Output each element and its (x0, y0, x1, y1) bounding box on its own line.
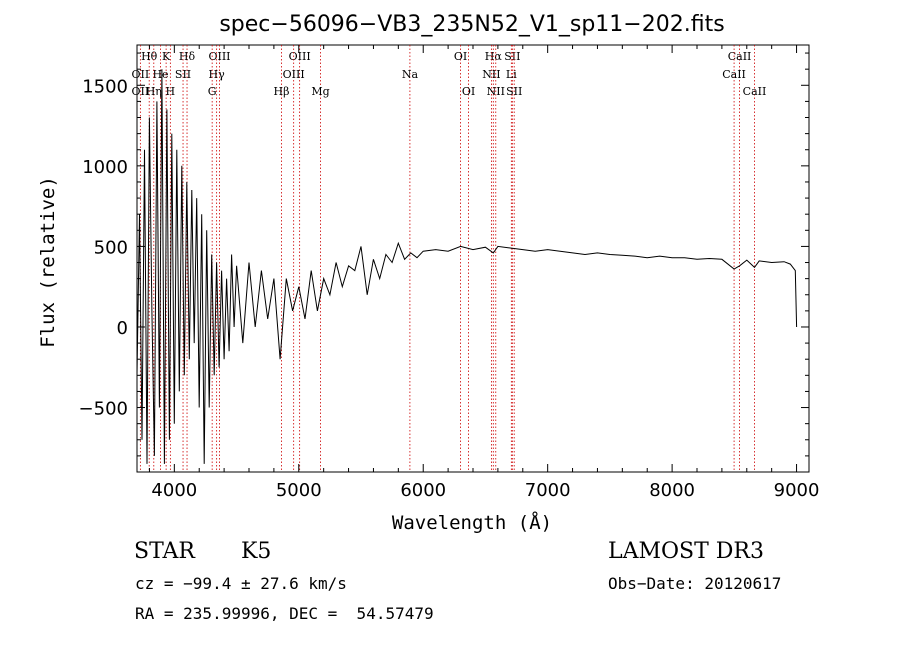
x-tick-label-4000: 4000 (151, 480, 197, 501)
y-tick-label-500: 500 (94, 237, 128, 258)
y-tick-label-0: 0 (117, 318, 128, 339)
class-label: STAR (134, 539, 195, 564)
line-label-middle_row-6: NII (482, 68, 500, 81)
line-label-bottom_row-0: OII (132, 85, 150, 98)
y-tick-label-1000: 1000 (82, 157, 128, 178)
line-label-top_row-4: OIII (289, 50, 311, 63)
axes: 4000 5000 6000 7000 8000 9000 −500 0 500 1000 1500 (79, 45, 820, 501)
coordinates-label: RA = 235.99996, DEC = 54.57479 (135, 604, 434, 623)
line-label-top_row-1: K (162, 50, 171, 63)
line-label-bottom_row-6: OI (462, 85, 475, 98)
line-label-bottom_row-8: SII (506, 85, 522, 98)
line-label-middle_row-2: SII (175, 68, 191, 81)
chart-title: spec−56096−VB3_235N52_V1_sp11−202.fits (219, 12, 724, 37)
line-label-middle_row-0: OII (132, 68, 150, 81)
line-label-middle_row-3: Hγ (209, 68, 226, 81)
line-label-middle_row-1: He (152, 68, 168, 81)
line-label-middle_row-8: CaII (722, 68, 746, 81)
line-label-bottom_row-3: G (208, 85, 217, 98)
line-label-top_row-5: OI (454, 50, 467, 63)
y-tick-label--500: −500 (79, 399, 128, 420)
line-label-middle_row-4: OIII (283, 68, 305, 81)
line-label-bottom_row-5: Mg (311, 85, 329, 98)
x-axis-label: Wavelength (Å) (392, 511, 552, 534)
line-label-bottom_row-9: CaII (743, 85, 767, 98)
redshift-label: cz = −99.4 ± 27.6 km/s (135, 574, 347, 593)
x-tick-label-9000: 9000 (774, 480, 820, 501)
survey-label: LAMOST DR3 (608, 539, 764, 564)
line-label-top_row-0: Hθ (141, 50, 158, 63)
line-label-top_row-7: SII (504, 50, 520, 63)
line-label-bottom_row-2: H (166, 85, 176, 98)
flux-line (136, 69, 798, 464)
x-tick-label-5000: 5000 (276, 480, 322, 501)
y-axis-label: Flux (relative) (37, 176, 59, 348)
line-label-top_row-2: Hδ (179, 50, 196, 63)
line-label-middle_row-7: Li (506, 68, 517, 81)
x-tick-label-7000: 7000 (525, 480, 571, 501)
flux-series (136, 69, 798, 464)
line-label-top_row-8: CaII (728, 50, 752, 63)
line-label-top_row-3: OIII (208, 50, 230, 63)
line-label-bottom_row-7: NII (487, 85, 505, 98)
x-tick-label-6000: 6000 (400, 480, 446, 501)
line-label-top_row-6: Hα (485, 50, 503, 63)
subclass-label: K5 (241, 539, 272, 564)
line-label-bottom_row-4: Hβ (274, 85, 290, 98)
x-tick-label-8000: 8000 (649, 480, 695, 501)
line-label-middle_row-5: Na (402, 68, 419, 81)
y-tick-label-1500: 1500 (82, 76, 128, 97)
line-label-bottom_row-1: Hη (146, 85, 162, 98)
obs-date-label: Obs−Date: 20120617 (608, 574, 782, 593)
